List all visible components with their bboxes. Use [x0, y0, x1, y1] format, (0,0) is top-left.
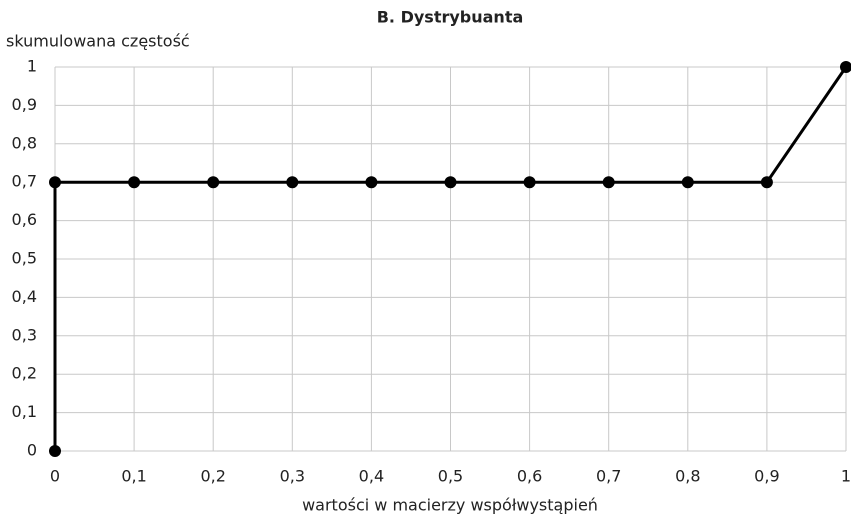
- marker: [523, 176, 536, 189]
- x-tick-label: 0,3: [280, 467, 305, 486]
- marker: [128, 176, 141, 189]
- marker: [760, 176, 773, 189]
- x-tick-label: 0,8: [675, 467, 700, 486]
- y-tick-label: 0,4: [12, 287, 37, 306]
- marker: [286, 176, 299, 189]
- marker: [365, 176, 378, 189]
- x-tick-label: 0,6: [517, 467, 542, 486]
- y-tick-label: 0,5: [12, 249, 37, 268]
- y-axis-label: skumulowana częstość: [6, 32, 190, 51]
- y-tick-label: 0,6: [12, 210, 37, 229]
- marker: [207, 176, 220, 189]
- x-tick-label: 0,1: [121, 467, 146, 486]
- x-axis-label: wartości w macierzy współwystąpień: [302, 496, 598, 515]
- y-tick-label: 0,7: [12, 172, 37, 191]
- y-tick-label: 0,2: [12, 364, 37, 383]
- x-tick-label: 0,5: [438, 467, 463, 486]
- chart-title: B. Dystrybuanta: [377, 8, 524, 27]
- x-tick-label: 0,2: [200, 467, 225, 486]
- x-tick-label: 0,4: [359, 467, 384, 486]
- y-tick-label: 0,3: [12, 325, 37, 344]
- y-tick-label: 0: [27, 441, 37, 460]
- y-tick-label: 0,9: [12, 95, 37, 114]
- marker: [49, 176, 61, 189]
- marker: [49, 445, 61, 457]
- y-tick-label: 0,8: [12, 133, 37, 152]
- marker: [840, 61, 851, 73]
- line: [53, 66, 848, 451]
- x-tick-label: 0: [50, 467, 60, 486]
- marker: [681, 176, 694, 189]
- marker: [444, 176, 457, 189]
- x-tick-label: 0,7: [596, 467, 621, 486]
- x-tick-label: 0,9: [754, 467, 779, 486]
- x-tick-label: 1: [841, 467, 851, 486]
- y-tick-label: 0,1: [12, 402, 37, 421]
- marker: [602, 176, 615, 189]
- y-tick-label: 1: [27, 57, 37, 76]
